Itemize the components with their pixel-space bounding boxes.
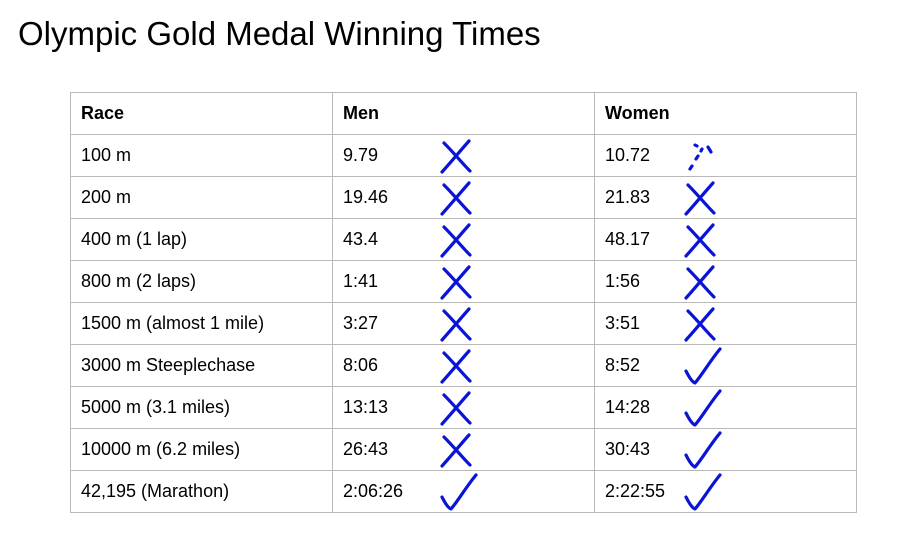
women-time-cell-text: 8:52 bbox=[605, 355, 641, 375]
race-cell: 100 m bbox=[70, 134, 333, 177]
women-mark-check-icon bbox=[684, 389, 722, 427]
women-time-cell: 14:28 bbox=[594, 386, 857, 429]
women-time-cell-text: 2:22:55 bbox=[605, 481, 666, 501]
race-cell-text: 5000 m (3.1 miles) bbox=[81, 397, 231, 417]
men-time-cell: 1:41 bbox=[332, 260, 595, 303]
table-body: 100 m 9.79 10.72 200 m 19.46 21.83 400 m (1 la… bbox=[70, 134, 857, 513]
results-table: Race Men Women 100 m 9.79 10.72 200 m 19.46 2… bbox=[70, 92, 857, 513]
women-mark-check-icon bbox=[684, 431, 722, 469]
men-time-cell: 8:06 bbox=[332, 344, 595, 387]
men-time-cell-text: 1:41 bbox=[343, 271, 379, 291]
women-mark-check-icon bbox=[684, 473, 722, 511]
column-header-race: Race bbox=[70, 92, 333, 135]
women-time-cell: 8:52 bbox=[594, 344, 857, 387]
men-time-cell-text: 43.4 bbox=[343, 229, 379, 249]
table-row: 100 m 9.79 10.72 bbox=[70, 134, 857, 177]
women-time-cell: 10.72 bbox=[594, 134, 857, 177]
race-cell: 200 m bbox=[70, 176, 333, 219]
race-cell-text: 100 m bbox=[81, 145, 132, 165]
table-row: 400 m (1 lap) 43.4 48.17 bbox=[70, 218, 857, 261]
women-time-cell: 1:56 bbox=[594, 260, 857, 303]
men-mark-cross-icon bbox=[440, 139, 472, 174]
table-row: 5000 m (3.1 miles) 13:13 14:28 bbox=[70, 386, 857, 429]
women-time-cell-text: 30:43 bbox=[605, 439, 651, 459]
men-mark-cross-icon bbox=[440, 181, 472, 216]
men-time-cell: 3:27 bbox=[332, 302, 595, 345]
race-cell: 10000 m (6.2 miles) bbox=[70, 428, 333, 471]
race-cell-text: 42,195 (Marathon) bbox=[81, 481, 230, 501]
race-cell-text: 800 m (2 laps) bbox=[81, 271, 197, 291]
men-time-cell: 9.79 bbox=[332, 134, 595, 177]
women-time-cell-text: 14:28 bbox=[605, 397, 651, 417]
column-header-men: Men bbox=[332, 92, 595, 135]
race-cell: 5000 m (3.1 miles) bbox=[70, 386, 333, 429]
race-cell: 400 m (1 lap) bbox=[70, 218, 333, 261]
women-time-cell-text: 48.17 bbox=[605, 229, 651, 249]
women-time-cell: 30:43 bbox=[594, 428, 857, 471]
women-mark-check-icon bbox=[684, 347, 722, 385]
women-time-cell-text: 10.72 bbox=[605, 145, 651, 165]
race-cell: 800 m (2 laps) bbox=[70, 260, 333, 303]
women-time-cell: 3:51 bbox=[594, 302, 857, 345]
women-time-cell: 2:22:55 bbox=[594, 470, 857, 513]
women-mark-cross-icon bbox=[684, 307, 716, 342]
men-mark-cross-icon bbox=[440, 349, 472, 384]
table-header-row: Race Men Women bbox=[70, 92, 857, 135]
men-time-cell-text: 9.79 bbox=[343, 145, 379, 165]
women-time-cell-text: 1:56 bbox=[605, 271, 641, 291]
men-time-cell-text: 2:06:26 bbox=[343, 481, 404, 501]
women-time-cell: 48.17 bbox=[594, 218, 857, 261]
men-mark-cross-icon bbox=[440, 265, 472, 300]
men-time-cell-text: 8:06 bbox=[343, 355, 379, 375]
men-time-cell-text: 19.46 bbox=[343, 187, 389, 207]
women-mark-dots-icon bbox=[688, 143, 713, 171]
women-mark-cross-icon bbox=[684, 181, 716, 216]
men-mark-cross-icon bbox=[440, 307, 472, 342]
men-time-cell-text: 13:13 bbox=[343, 397, 389, 417]
men-time-cell: 26:43 bbox=[332, 428, 595, 471]
race-cell-text: 3000 m Steeplechase bbox=[81, 355, 256, 375]
table-row: 42,195 (Marathon) 2:06:26 2:22:55 bbox=[70, 470, 857, 513]
men-mark-check-icon bbox=[440, 473, 478, 511]
women-time-cell-text: 21.83 bbox=[605, 187, 651, 207]
women-time-cell: 21.83 bbox=[594, 176, 857, 219]
men-time-cell-text: 3:27 bbox=[343, 313, 379, 333]
men-time-cell: 13:13 bbox=[332, 386, 595, 429]
column-header-women: Women bbox=[594, 92, 857, 135]
table-row: 3000 m Steeplechase 8:06 8:52 bbox=[70, 344, 857, 387]
race-cell: 42,195 (Marathon) bbox=[70, 470, 333, 513]
men-time-cell: 2:06:26 bbox=[332, 470, 595, 513]
race-cell: 3000 m Steeplechase bbox=[70, 344, 333, 387]
women-mark-cross-icon bbox=[684, 265, 716, 300]
table-row: 800 m (2 laps) 1:41 1:56 bbox=[70, 260, 857, 303]
table-row: 200 m 19.46 21.83 bbox=[70, 176, 857, 219]
table-row: 1500 m (almost 1 mile) 3:27 3:51 bbox=[70, 302, 857, 345]
race-cell-text: 10000 m (6.2 miles) bbox=[81, 439, 241, 459]
page-title: Olympic Gold Medal Winning Times bbox=[18, 15, 541, 52]
men-mark-cross-icon bbox=[440, 223, 472, 258]
race-cell: 1500 m (almost 1 mile) bbox=[70, 302, 333, 345]
race-cell-text: 1500 m (almost 1 mile) bbox=[81, 313, 265, 333]
men-time-cell: 43.4 bbox=[332, 218, 595, 261]
race-cell-text: 200 m bbox=[81, 187, 132, 207]
women-mark-cross-icon bbox=[684, 223, 716, 258]
table-row: 10000 m (6.2 miles) 26:43 30:43 bbox=[70, 428, 857, 471]
race-cell-text: 400 m (1 lap) bbox=[81, 229, 188, 249]
men-time-cell: 19.46 bbox=[332, 176, 595, 219]
men-time-cell-text: 26:43 bbox=[343, 439, 389, 459]
men-mark-cross-icon bbox=[440, 433, 472, 468]
women-time-cell-text: 3:51 bbox=[605, 313, 641, 333]
men-mark-cross-icon bbox=[440, 391, 472, 426]
